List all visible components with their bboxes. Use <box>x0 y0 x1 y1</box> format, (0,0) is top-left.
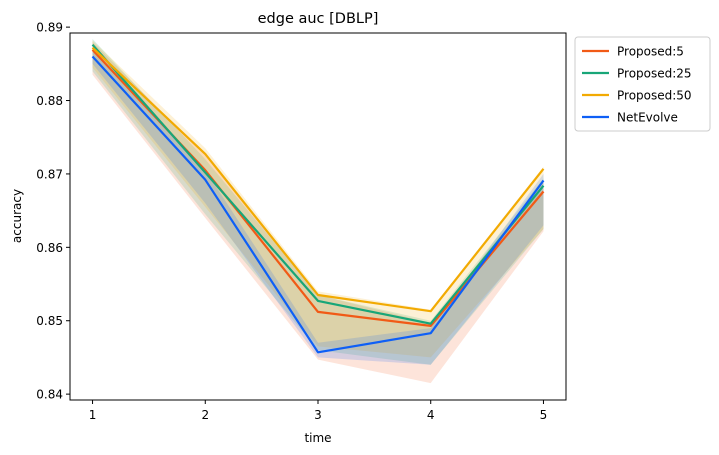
y-tick-label: 0.88 <box>36 94 63 108</box>
band-proposed-5 <box>92 41 544 384</box>
y-tick-label: 0.85 <box>36 314 63 328</box>
x-axis-label: time <box>304 431 331 445</box>
y-tick-label: 0.84 <box>36 388 63 402</box>
x-tick-label: 4 <box>427 408 435 422</box>
legend: Proposed:5 Proposed:25 Proposed:50 NetEvolv… <box>574 36 711 132</box>
legend-label-proposed-50: Proposed:50 <box>617 89 692 103</box>
legend-label-netevolve: NetEvolve <box>617 111 678 125</box>
x-axis-ticks: 1 2 3 4 5 <box>89 400 548 422</box>
x-tick-label: 3 <box>314 408 322 422</box>
confidence-bands <box>92 38 544 384</box>
y-tick-label: 0.87 <box>36 167 63 181</box>
x-tick-label: 1 <box>89 408 97 422</box>
x-tick-label: 2 <box>201 408 209 422</box>
y-axis-ticks: 0.84 0.85 0.86 0.87 0.88 0.89 <box>36 21 70 402</box>
legend-label-proposed-5: Proposed:5 <box>617 45 684 59</box>
legend-label-proposed-25: Proposed:25 <box>617 67 692 81</box>
series-lines <box>91 43 545 354</box>
legend-box <box>574 36 711 132</box>
y-tick-label: 0.89 <box>36 21 63 35</box>
y-axis-label: accuracy <box>10 189 24 243</box>
x-tick-label: 5 <box>540 408 548 422</box>
chart-title: edge auc [DBLP] <box>258 11 379 27</box>
y-tick-label: 0.86 <box>36 241 63 255</box>
